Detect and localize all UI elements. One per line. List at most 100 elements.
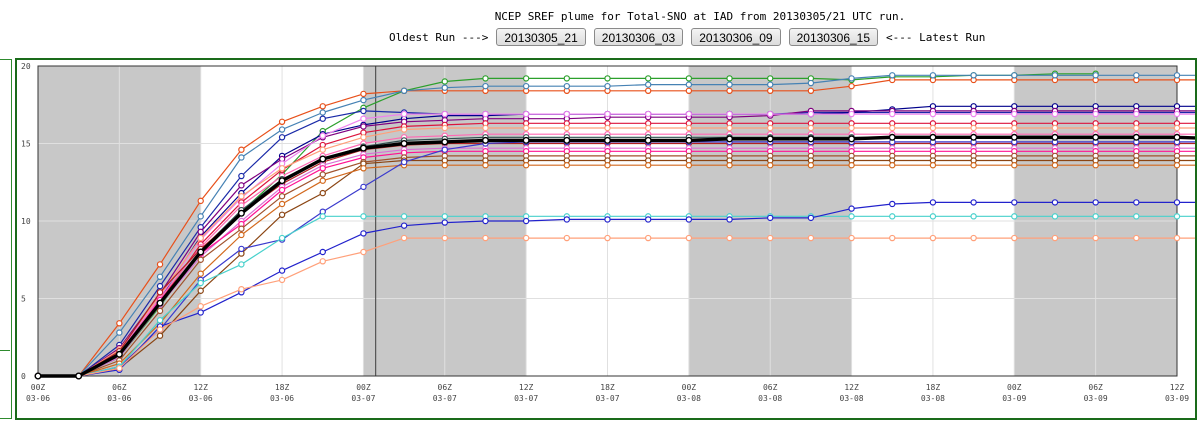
series-point-21 xyxy=(644,234,652,242)
series-point-1 xyxy=(604,75,611,82)
series-point-7 xyxy=(563,110,571,118)
mean-point xyxy=(156,299,164,307)
series-point-9 xyxy=(685,124,693,132)
run-button-4[interactable]: 20130306_15 xyxy=(788,28,879,46)
series-point-17 xyxy=(360,165,367,172)
series-point-2 xyxy=(848,82,855,90)
series-point-18 xyxy=(360,183,367,191)
series-point-19 xyxy=(278,234,286,242)
series-point-19 xyxy=(970,213,977,220)
series-point-17 xyxy=(482,161,489,169)
series-point-1 xyxy=(522,75,530,82)
series-point-20 xyxy=(1133,199,1140,206)
mean-point xyxy=(1092,133,1100,141)
series-point-3 xyxy=(116,329,123,336)
x-tick-hour: 06Z xyxy=(763,383,778,392)
series-point-1 xyxy=(767,75,774,82)
oldest-run-label: Oldest Run ---> xyxy=(389,30,489,44)
series-point-4 xyxy=(238,172,245,180)
series-point-9 xyxy=(929,124,937,132)
series-point-7 xyxy=(848,110,855,118)
series-point-20 xyxy=(482,217,489,225)
x-tick-hour: 12Z xyxy=(519,383,534,392)
run-button-2[interactable]: 20130306_03 xyxy=(593,28,684,46)
series-point-3 xyxy=(238,154,245,161)
series-point-7 xyxy=(929,110,937,118)
series-point-17 xyxy=(319,177,326,184)
x-tick-hour: 00Z xyxy=(1007,383,1022,392)
series-point-20 xyxy=(360,230,367,237)
mean-point xyxy=(237,209,245,217)
series-point-19 xyxy=(319,213,326,220)
series-point-7 xyxy=(1173,110,1181,118)
y-tick-label: 15 xyxy=(21,140,31,149)
series-point-3 xyxy=(970,72,977,79)
series-line-9 xyxy=(38,127,1200,377)
series-point-20 xyxy=(767,214,774,222)
series-point-17 xyxy=(441,161,448,169)
series-point-21 xyxy=(441,234,448,242)
series-point-4 xyxy=(278,134,286,141)
series-point-17 xyxy=(1092,161,1099,169)
series-line-7 xyxy=(38,113,1200,377)
series-point-20 xyxy=(441,219,448,226)
series-point-2 xyxy=(156,261,164,268)
series-point-9 xyxy=(197,234,204,242)
mean-point xyxy=(604,136,612,144)
series-point-3 xyxy=(441,84,448,91)
x-tick-date: 03-06 xyxy=(26,394,50,403)
series-point-4 xyxy=(156,282,164,290)
series-point-21 xyxy=(238,285,245,293)
series-point-15 xyxy=(197,256,204,263)
mean-point xyxy=(197,248,205,256)
x-tick-hour: 12Z xyxy=(844,383,859,392)
run-button-1[interactable]: 20130305_21 xyxy=(496,28,586,46)
series-point-19 xyxy=(400,213,408,220)
series-line-3 xyxy=(38,74,1200,377)
series-point-15 xyxy=(278,192,286,200)
mean-point xyxy=(685,136,693,144)
series-point-3 xyxy=(563,82,571,90)
series-point-3 xyxy=(156,273,164,280)
x-tick-hour: 06Z xyxy=(112,383,127,392)
y-tick-label: 20 xyxy=(21,62,31,71)
series-point-14 xyxy=(319,165,326,172)
series-point-3 xyxy=(685,81,693,88)
series-point-20 xyxy=(726,216,733,223)
series-point-2 xyxy=(685,87,693,94)
mean-point xyxy=(563,136,571,144)
x-tick-date: 03-08 xyxy=(758,394,782,403)
series-line-2 xyxy=(38,79,1200,377)
series-point-3 xyxy=(726,81,733,88)
mean-point xyxy=(929,133,937,141)
x-tick-date: 03-07 xyxy=(514,394,538,403)
x-tick-hour: 18Z xyxy=(275,383,290,392)
series-point-17 xyxy=(278,200,286,208)
series-point-9 xyxy=(726,124,733,132)
series-point-7 xyxy=(644,110,652,118)
mean-point xyxy=(644,136,652,144)
series-point-21 xyxy=(1011,234,1018,242)
series-point-4 xyxy=(319,115,326,122)
mean-point xyxy=(441,138,449,146)
x-tick-hour: 00Z xyxy=(31,383,46,392)
series-point-16 xyxy=(278,211,286,218)
series-point-21 xyxy=(319,258,326,265)
series-point-2 xyxy=(238,146,245,153)
series-point-3 xyxy=(1173,72,1181,79)
series-point-3 xyxy=(889,72,896,79)
series-line-17 xyxy=(38,164,1200,377)
series-point-20 xyxy=(197,309,204,316)
series-point-21 xyxy=(970,234,977,242)
series-point-7 xyxy=(970,110,977,118)
series-point-7 xyxy=(360,115,367,122)
series-point-21 xyxy=(360,248,367,256)
run-button-3[interactable]: 20130306_09 xyxy=(691,28,781,46)
series-point-3 xyxy=(400,87,408,94)
series-point-17 xyxy=(197,270,204,277)
series-point-12 xyxy=(156,289,164,296)
series-point-19 xyxy=(1092,213,1099,220)
series-point-21 xyxy=(278,276,286,284)
left-side-panel xyxy=(0,59,12,419)
series-point-19 xyxy=(1051,213,1059,220)
